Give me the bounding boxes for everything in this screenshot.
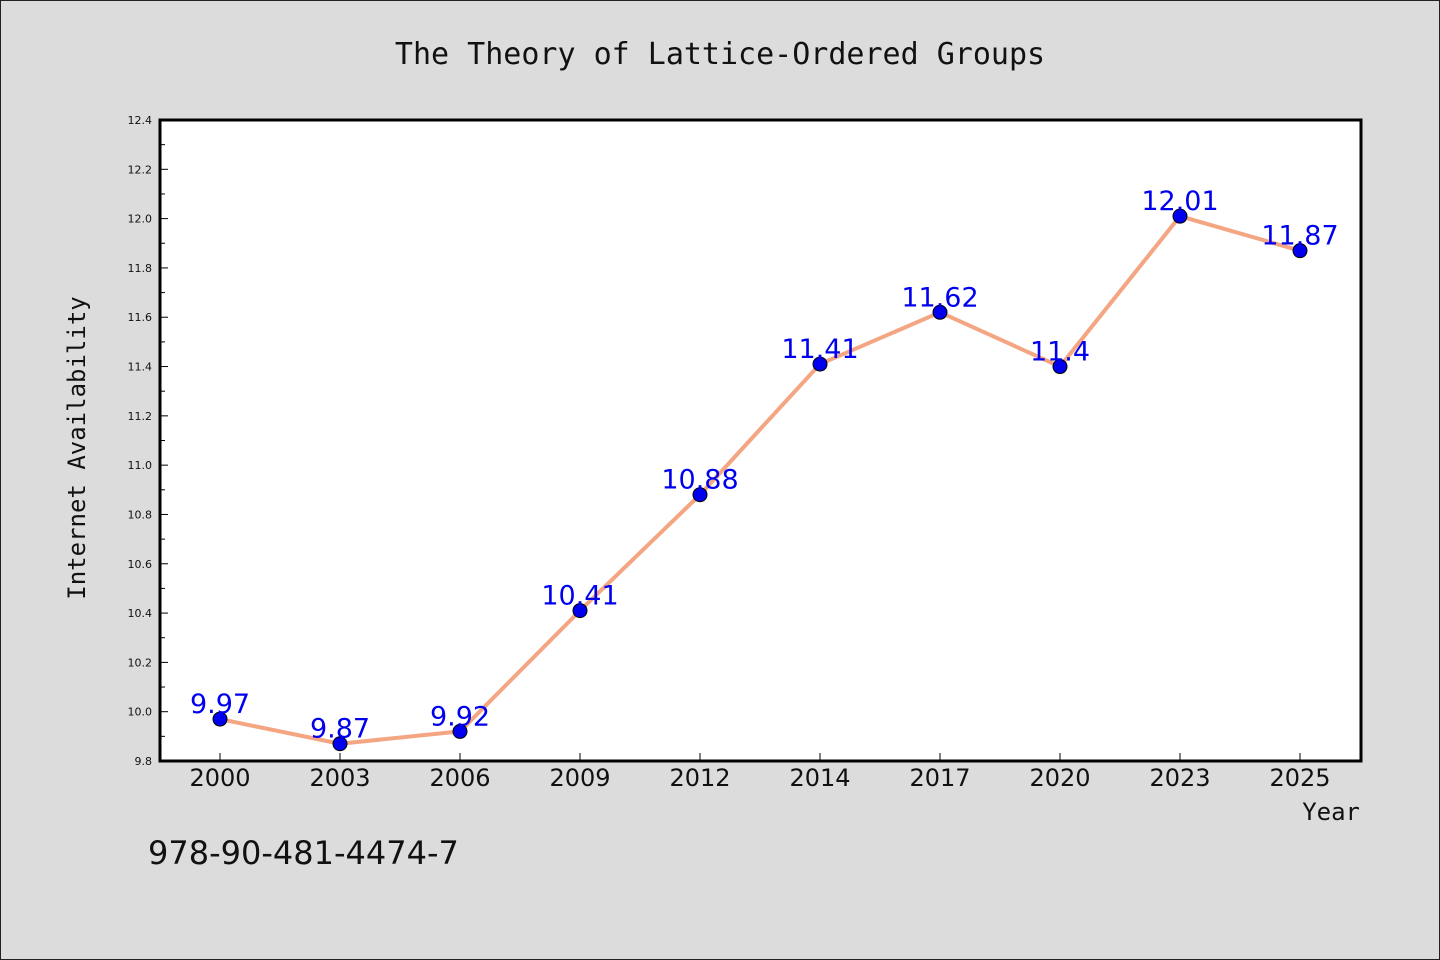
data-label: 9.92 bbox=[430, 701, 490, 732]
data-point bbox=[572, 603, 588, 619]
data-label: 11.62 bbox=[901, 282, 978, 313]
y-tick-label: 11.4 bbox=[128, 361, 153, 374]
x-tick-label: 2017 bbox=[909, 764, 970, 792]
x-tick-label: 2014 bbox=[789, 764, 850, 792]
series-line bbox=[218, 214, 1302, 746]
y-tick-label: 11.6 bbox=[128, 311, 153, 324]
y-tick-label: 12.2 bbox=[128, 163, 153, 176]
data-labels-layer: 9.97 9.87 9.92 10.41 10.88 11.41 11.62 11.4 12.0… bbox=[190, 186, 1339, 745]
data-label: 11.41 bbox=[781, 334, 858, 365]
x-tick-label: 2020 bbox=[1029, 764, 1090, 792]
x-axis-ticks: 2000 2003 2006 2009 2012 2014 2017 2020 2023 2025 bbox=[189, 753, 1331, 792]
x-tick-label: 2003 bbox=[309, 764, 370, 792]
y-tick-label: 11.0 bbox=[128, 459, 153, 472]
x-tick-label: 2023 bbox=[1149, 764, 1210, 792]
x-tick-label: 2009 bbox=[549, 764, 610, 792]
isbn-text: 978-90-481-4474-7 bbox=[148, 834, 459, 872]
y-tick-label: 10.2 bbox=[128, 656, 153, 669]
y-tick-label: 12.0 bbox=[128, 213, 153, 226]
data-label: 9.97 bbox=[190, 689, 250, 720]
data-point bbox=[1052, 359, 1068, 375]
y-axis-label: Internet Availability bbox=[63, 296, 91, 599]
data-point bbox=[812, 356, 828, 372]
data-point bbox=[932, 304, 948, 320]
y-tick-label: 9.8 bbox=[135, 755, 153, 768]
y-tick-label: 10.6 bbox=[128, 558, 153, 571]
data-point bbox=[332, 736, 348, 752]
series-layer bbox=[212, 208, 1308, 752]
y-tick-label: 11.2 bbox=[128, 410, 153, 423]
data-point bbox=[1292, 243, 1308, 259]
data-point bbox=[452, 723, 468, 739]
x-axis-label: Year bbox=[1302, 798, 1360, 826]
x-tick-label: 2006 bbox=[429, 764, 490, 792]
data-point bbox=[1172, 208, 1188, 224]
x-tick-label: 2000 bbox=[189, 764, 250, 792]
y-tick-label: 11.8 bbox=[128, 262, 153, 275]
y-tick-label: 10.4 bbox=[128, 607, 153, 620]
x-tick-label: 2025 bbox=[1269, 764, 1330, 792]
data-label: 11.87 bbox=[1261, 221, 1338, 252]
y-axis-ticks: 9.8 10.0 10.2 10.4 10.6 10.8 11.0 11.2 11.4 11.6 1… bbox=[128, 114, 168, 768]
data-label: 10.88 bbox=[661, 465, 738, 496]
data-label: 11.4 bbox=[1030, 337, 1090, 368]
data-label: 9.87 bbox=[310, 714, 370, 745]
data-point bbox=[212, 711, 228, 727]
y-tick-label: 10.8 bbox=[128, 508, 153, 521]
plot-area bbox=[158, 118, 1363, 763]
data-label: 10.41 bbox=[541, 581, 618, 612]
x-tick-label: 2012 bbox=[669, 764, 730, 792]
y-tick-label: 12.4 bbox=[128, 114, 153, 127]
chart-title: The Theory of Lattice-Ordered Groups bbox=[395, 37, 1045, 72]
data-point bbox=[692, 487, 708, 503]
y-tick-label: 10.0 bbox=[128, 706, 153, 719]
data-label: 12.01 bbox=[1141, 186, 1218, 217]
